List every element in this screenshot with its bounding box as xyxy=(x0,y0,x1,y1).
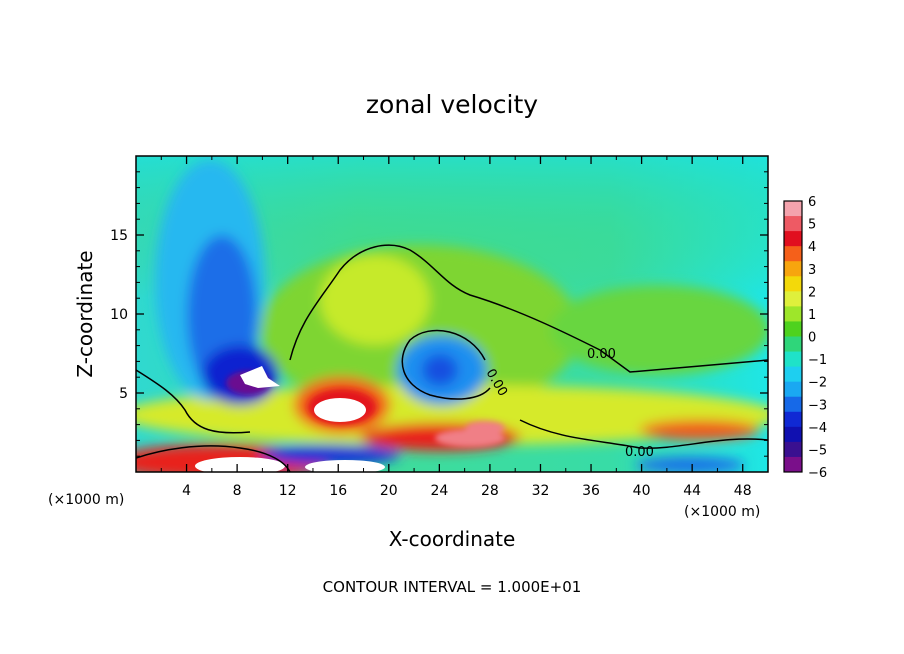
right-red-patches xyxy=(640,420,760,440)
colorbar-swatch-10 xyxy=(784,351,802,368)
right-green-region xyxy=(550,285,768,375)
colorbar-swatch-17 xyxy=(784,456,802,473)
colorbar-label: 2 xyxy=(808,285,816,300)
x-tick-label: 40 xyxy=(633,483,651,499)
contour-upper xyxy=(289,244,768,373)
surface-red-4 xyxy=(465,421,505,435)
x-tick-label: 24 xyxy=(430,483,448,499)
x-axis-label: X-coordinate xyxy=(389,527,516,551)
x-tick-label: 28 xyxy=(481,483,499,499)
mid-blue-core xyxy=(422,354,458,386)
colorbar-swatch-0 xyxy=(784,201,802,217)
contour-label-1: 0.00 xyxy=(587,347,616,362)
zero-contours xyxy=(136,244,768,472)
upper-green-max xyxy=(320,255,430,345)
colorbar-label: 6 xyxy=(808,195,816,210)
colorbar-swatch-3 xyxy=(784,246,802,262)
x-axis: 4 8 12 16 20 24 28 32 36 40 44 48 xyxy=(160,156,752,499)
colorbar-label: −1 xyxy=(808,353,827,368)
y-axis: 5 10 15 xyxy=(110,171,768,457)
x-tick-label: 32 xyxy=(532,483,550,499)
colorbar-frame xyxy=(783,200,803,473)
colorbar-swatch-15 xyxy=(784,426,802,443)
colorbar-swatch-13 xyxy=(784,396,802,413)
contour-label-2: 0.00 xyxy=(625,445,654,460)
colorbar-label: 5 xyxy=(808,218,816,233)
colorbar-swatch-1 xyxy=(784,216,802,232)
red-cell-2-peak xyxy=(314,398,366,422)
colorbar-swatch-14 xyxy=(784,411,802,428)
colorbar-swatch-12 xyxy=(784,381,802,398)
colorbar-label: −5 xyxy=(808,443,827,458)
contour-surface xyxy=(136,445,291,472)
colorbar-label: −6 xyxy=(808,466,827,481)
colorbar-swatch-4 xyxy=(784,261,802,277)
y-tick-label: 10 xyxy=(110,307,128,323)
contour-interval-footer: CONTOUR INTERVAL = 1.000E+01 xyxy=(323,578,582,596)
colorbar-label: 0 xyxy=(808,331,816,346)
x-tick-label: 4 xyxy=(182,483,191,499)
x-tick-label: 36 xyxy=(582,483,600,499)
x-tick-label: 8 xyxy=(233,483,242,499)
colorbar-label: −4 xyxy=(808,421,827,436)
colorbar-swatch-11 xyxy=(784,366,802,383)
colorbar-swatch-6 xyxy=(784,291,802,307)
jet-white-peak xyxy=(240,366,280,388)
x-unit-label-right: (×1000 m) xyxy=(684,504,760,520)
contour-left xyxy=(136,369,251,434)
surface-blue-peak xyxy=(305,460,385,472)
x-tick-label: 48 xyxy=(734,483,752,499)
colorbar-swatch-2 xyxy=(784,231,802,247)
heatmap-field xyxy=(136,156,768,472)
colorbar-label: −3 xyxy=(808,398,827,413)
y-axis-label: Z-coordinate xyxy=(73,250,97,377)
x-tick-label: 12 xyxy=(279,483,297,499)
y-tick-label: 5 xyxy=(119,386,128,402)
colorbar-label: −2 xyxy=(808,376,827,391)
colorbar-swatch-16 xyxy=(784,441,802,458)
x-unit-label-left: (×1000 m) xyxy=(48,492,124,508)
x-tick-label: 44 xyxy=(683,483,701,499)
x-tick-label: 20 xyxy=(380,483,398,499)
chart-title: zonal velocity xyxy=(366,90,538,119)
colorbar-swatch-5 xyxy=(784,276,802,292)
colorbar-label: 3 xyxy=(808,263,816,278)
contour-mid-cell xyxy=(401,329,491,400)
y-tick-label: 15 xyxy=(110,228,128,244)
lower-yellow-band xyxy=(136,385,768,445)
colorbar: 6 5 4 3 2 1 0 −1 −2 −3 −4 −5 −6 xyxy=(783,195,827,481)
contour-lower xyxy=(519,419,768,449)
colorbar-label: 4 xyxy=(808,240,816,255)
colorbar-swatch-9 xyxy=(784,336,802,353)
colorbar-label: 1 xyxy=(808,308,816,323)
x-tick-label: 16 xyxy=(329,483,347,499)
colorbar-swatch-8 xyxy=(784,321,802,337)
colorbar-swatch-7 xyxy=(784,306,802,322)
surface-blue-band xyxy=(260,445,400,465)
